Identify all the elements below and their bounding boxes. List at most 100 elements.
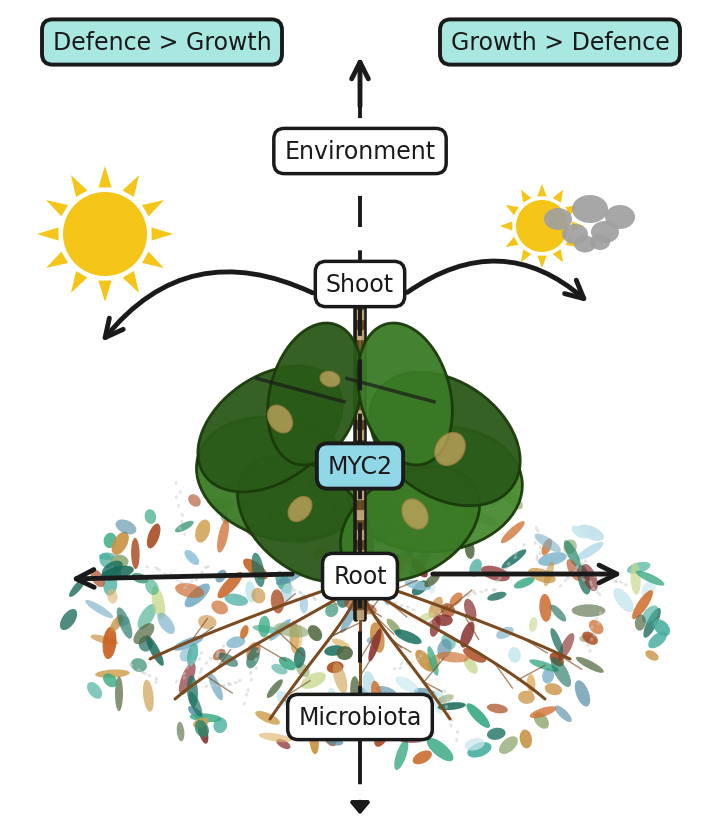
Ellipse shape	[328, 738, 343, 746]
Ellipse shape	[292, 525, 307, 540]
Ellipse shape	[371, 596, 375, 599]
Ellipse shape	[527, 675, 536, 693]
Ellipse shape	[464, 599, 477, 622]
Ellipse shape	[566, 574, 570, 578]
Ellipse shape	[179, 527, 181, 531]
Ellipse shape	[364, 488, 376, 514]
Ellipse shape	[392, 701, 407, 716]
Ellipse shape	[243, 522, 260, 538]
Ellipse shape	[133, 624, 154, 645]
Ellipse shape	[217, 519, 229, 553]
Ellipse shape	[631, 563, 641, 595]
Ellipse shape	[642, 606, 659, 624]
Ellipse shape	[435, 433, 465, 466]
Ellipse shape	[328, 567, 345, 593]
Ellipse shape	[348, 713, 352, 716]
Ellipse shape	[264, 490, 287, 513]
Ellipse shape	[246, 647, 260, 669]
Text: MYC2: MYC2	[328, 455, 392, 478]
Ellipse shape	[332, 639, 350, 650]
Ellipse shape	[346, 697, 350, 700]
Ellipse shape	[418, 527, 432, 542]
Ellipse shape	[258, 733, 292, 742]
Ellipse shape	[279, 657, 296, 670]
Ellipse shape	[189, 713, 222, 722]
Ellipse shape	[206, 565, 210, 568]
Ellipse shape	[394, 472, 406, 489]
Ellipse shape	[188, 706, 203, 720]
Ellipse shape	[449, 723, 452, 727]
Ellipse shape	[501, 522, 525, 543]
Ellipse shape	[455, 738, 458, 742]
Ellipse shape	[534, 712, 549, 729]
Ellipse shape	[372, 723, 388, 732]
Ellipse shape	[443, 536, 459, 560]
Ellipse shape	[311, 700, 315, 702]
Ellipse shape	[350, 676, 361, 709]
Ellipse shape	[247, 688, 250, 692]
Ellipse shape	[559, 584, 562, 588]
Ellipse shape	[386, 585, 390, 589]
Ellipse shape	[372, 514, 397, 527]
Ellipse shape	[228, 683, 232, 686]
Ellipse shape	[336, 646, 353, 660]
Ellipse shape	[402, 544, 411, 560]
Ellipse shape	[273, 522, 290, 533]
Ellipse shape	[405, 662, 409, 665]
Ellipse shape	[250, 678, 253, 681]
Ellipse shape	[351, 570, 354, 573]
Ellipse shape	[216, 654, 219, 657]
Ellipse shape	[218, 653, 238, 667]
Ellipse shape	[338, 590, 357, 601]
Ellipse shape	[175, 496, 178, 500]
Ellipse shape	[111, 555, 128, 568]
Ellipse shape	[436, 523, 440, 527]
Ellipse shape	[131, 538, 140, 569]
Ellipse shape	[387, 556, 415, 573]
Ellipse shape	[534, 542, 537, 545]
Ellipse shape	[341, 607, 356, 634]
Ellipse shape	[199, 670, 202, 675]
Ellipse shape	[419, 655, 423, 658]
Ellipse shape	[538, 553, 567, 566]
Ellipse shape	[523, 543, 526, 547]
Ellipse shape	[473, 592, 477, 595]
Ellipse shape	[539, 594, 552, 622]
Ellipse shape	[502, 550, 526, 569]
Ellipse shape	[409, 516, 435, 538]
Ellipse shape	[645, 650, 659, 661]
Ellipse shape	[605, 206, 635, 230]
Ellipse shape	[593, 575, 597, 579]
Ellipse shape	[269, 619, 291, 641]
Ellipse shape	[186, 583, 189, 586]
Ellipse shape	[536, 558, 539, 562]
Ellipse shape	[145, 579, 158, 595]
Ellipse shape	[467, 742, 492, 757]
Ellipse shape	[344, 722, 347, 726]
Ellipse shape	[268, 324, 362, 466]
Ellipse shape	[225, 594, 248, 606]
Ellipse shape	[361, 497, 381, 522]
Ellipse shape	[337, 593, 349, 608]
Ellipse shape	[151, 586, 166, 619]
Polygon shape	[46, 201, 68, 217]
Ellipse shape	[396, 514, 400, 517]
Ellipse shape	[366, 601, 370, 604]
Ellipse shape	[91, 635, 118, 645]
Ellipse shape	[299, 527, 322, 544]
Ellipse shape	[129, 664, 133, 667]
Polygon shape	[46, 252, 68, 268]
Ellipse shape	[243, 701, 246, 706]
Ellipse shape	[370, 623, 384, 653]
Ellipse shape	[581, 574, 585, 578]
Ellipse shape	[143, 680, 154, 712]
Ellipse shape	[590, 638, 593, 641]
Ellipse shape	[535, 536, 538, 540]
Ellipse shape	[564, 540, 577, 554]
Ellipse shape	[326, 497, 330, 500]
Ellipse shape	[358, 324, 452, 466]
Ellipse shape	[395, 740, 408, 770]
Ellipse shape	[333, 663, 347, 694]
Ellipse shape	[590, 235, 610, 251]
Ellipse shape	[574, 237, 596, 253]
